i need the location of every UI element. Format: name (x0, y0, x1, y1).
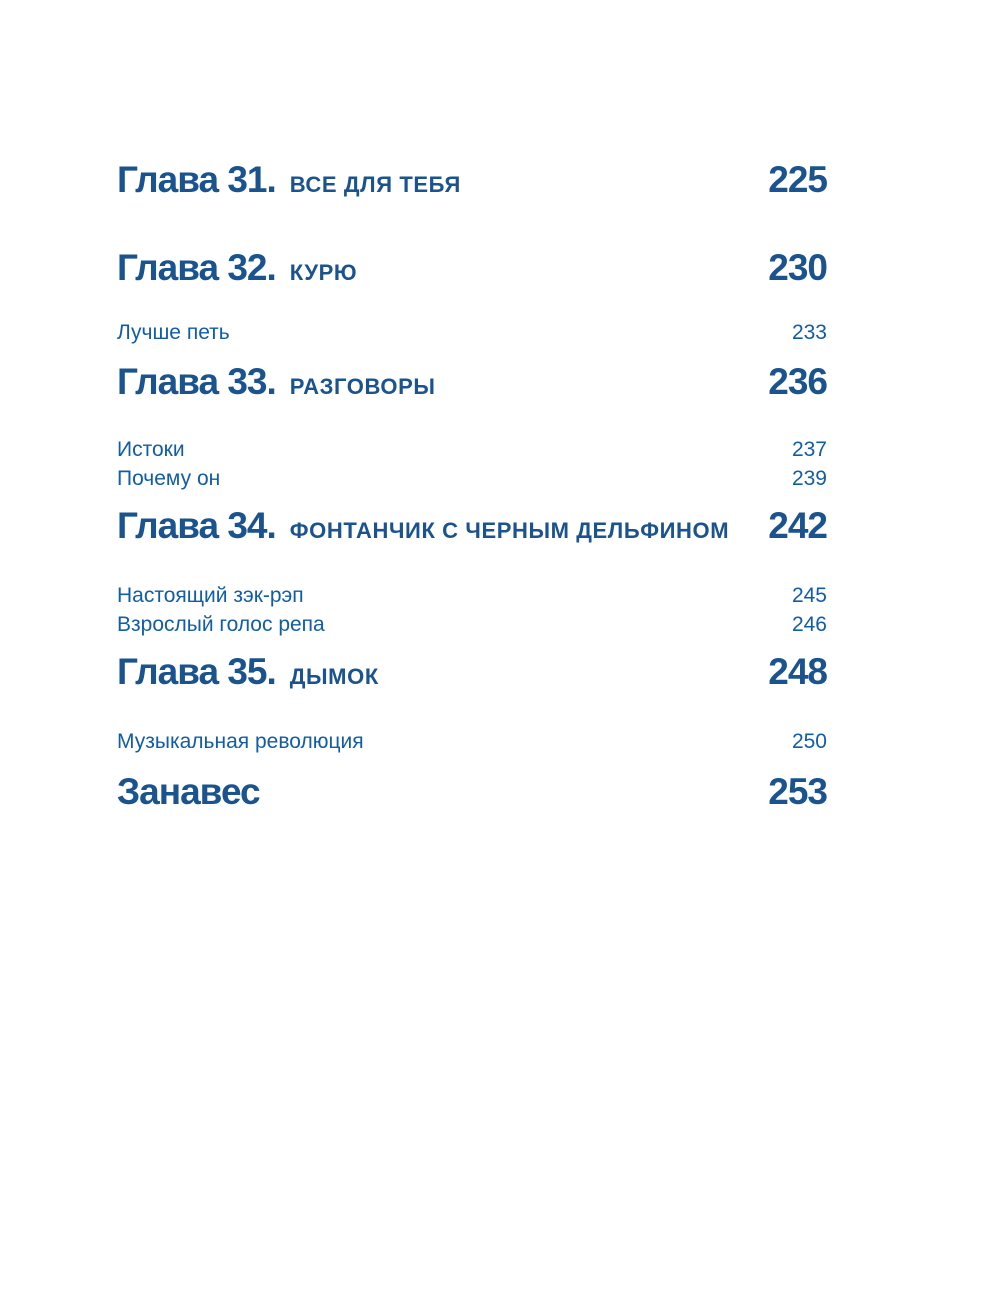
toc-chapter-entry: Глава 31. ВСЕ ДЛЯ ТЕБЯ 225 (117, 159, 828, 200)
chapter-title: ВСЕ ДЛЯ ТЕБЯ (289, 172, 461, 197)
chapter-title: КУРЮ (289, 260, 358, 285)
toc-chapter-entry: Глава 32. КУРЮ 230 (117, 247, 828, 288)
chapter-label: Глава 35. (117, 651, 277, 692)
toc-sub-entry: Настоящий зэк-рэп 245 (117, 581, 827, 610)
page-number: 230 (768, 247, 828, 288)
page-number: 242 (768, 505, 828, 546)
sub-entry-title: Почему он (117, 467, 221, 490)
chapter-title: ДЫМОК (289, 664, 379, 689)
sub-entry-title: Музыкальная революция (117, 730, 364, 753)
toc-chapter-entry: Глава 34. ФОНТАНЧИК С ЧЕРНЫМ ДЕЛЬФИНОМ 2… (117, 505, 828, 546)
sub-entry-title: Взрослый голос репа (117, 613, 325, 636)
page-number: 237 (791, 438, 827, 461)
toc-sub-entry: Музыкальная революция 250 (117, 727, 827, 756)
toc-heading-entry: Занавес 253 (117, 771, 828, 812)
chapter-label: Глава 31. (117, 159, 277, 200)
page-number: 246 (791, 613, 827, 636)
chapter-heading: Занавес (117, 771, 261, 812)
sub-entry-title: Лучше петь (117, 321, 230, 344)
page-number: 236 (768, 361, 828, 402)
page-number: 233 (791, 321, 827, 344)
toc-sub-entry: Лучше петь 233 (117, 318, 827, 347)
page-number: 250 (791, 730, 827, 753)
toc-sub-entry: Взрослый голос репа 246 (117, 610, 827, 639)
toc-sub-entry: Истоки 237 (117, 435, 827, 464)
page-number: 248 (768, 651, 828, 692)
table-of-contents: Глава 31. ВСЕ ДЛЯ ТЕБЯ 225 Глава 32. КУР… (117, 159, 828, 812)
chapter-heading: Глава 33. РАЗГОВОРЫ (117, 362, 436, 402)
chapter-label: Занавес (117, 771, 261, 812)
chapter-heading: Глава 32. КУРЮ (117, 248, 357, 288)
chapter-heading: Глава 34. ФОНТАНЧИК С ЧЕРНЫМ ДЕЛЬФИНОМ (117, 506, 729, 546)
sub-entry-title: Настоящий зэк-рэп (117, 584, 304, 607)
page-number: 253 (768, 771, 828, 812)
toc-chapter-entry: Глава 35. ДЫМОК 248 (117, 651, 828, 692)
chapter-heading: Глава 35. ДЫМОК (117, 652, 379, 692)
chapter-heading: Глава 31. ВСЕ ДЛЯ ТЕБЯ (117, 160, 461, 200)
page-number: 239 (791, 467, 827, 490)
chapter-label: Глава 32. (117, 247, 277, 288)
chapter-title: ФОНТАНЧИК С ЧЕРНЫМ ДЕЛЬФИНОМ (289, 518, 730, 543)
chapter-label: Глава 34. (117, 505, 277, 546)
toc-chapter-entry: Глава 33. РАЗГОВОРЫ 236 (117, 361, 828, 402)
sub-entry-title: Истоки (117, 438, 185, 461)
page-number: 225 (768, 159, 828, 200)
chapter-label: Глава 33. (117, 361, 277, 402)
toc-sub-entry: Почему он 239 (117, 464, 827, 493)
chapter-title: РАЗГОВОРЫ (289, 374, 436, 399)
page-number: 245 (791, 584, 827, 607)
